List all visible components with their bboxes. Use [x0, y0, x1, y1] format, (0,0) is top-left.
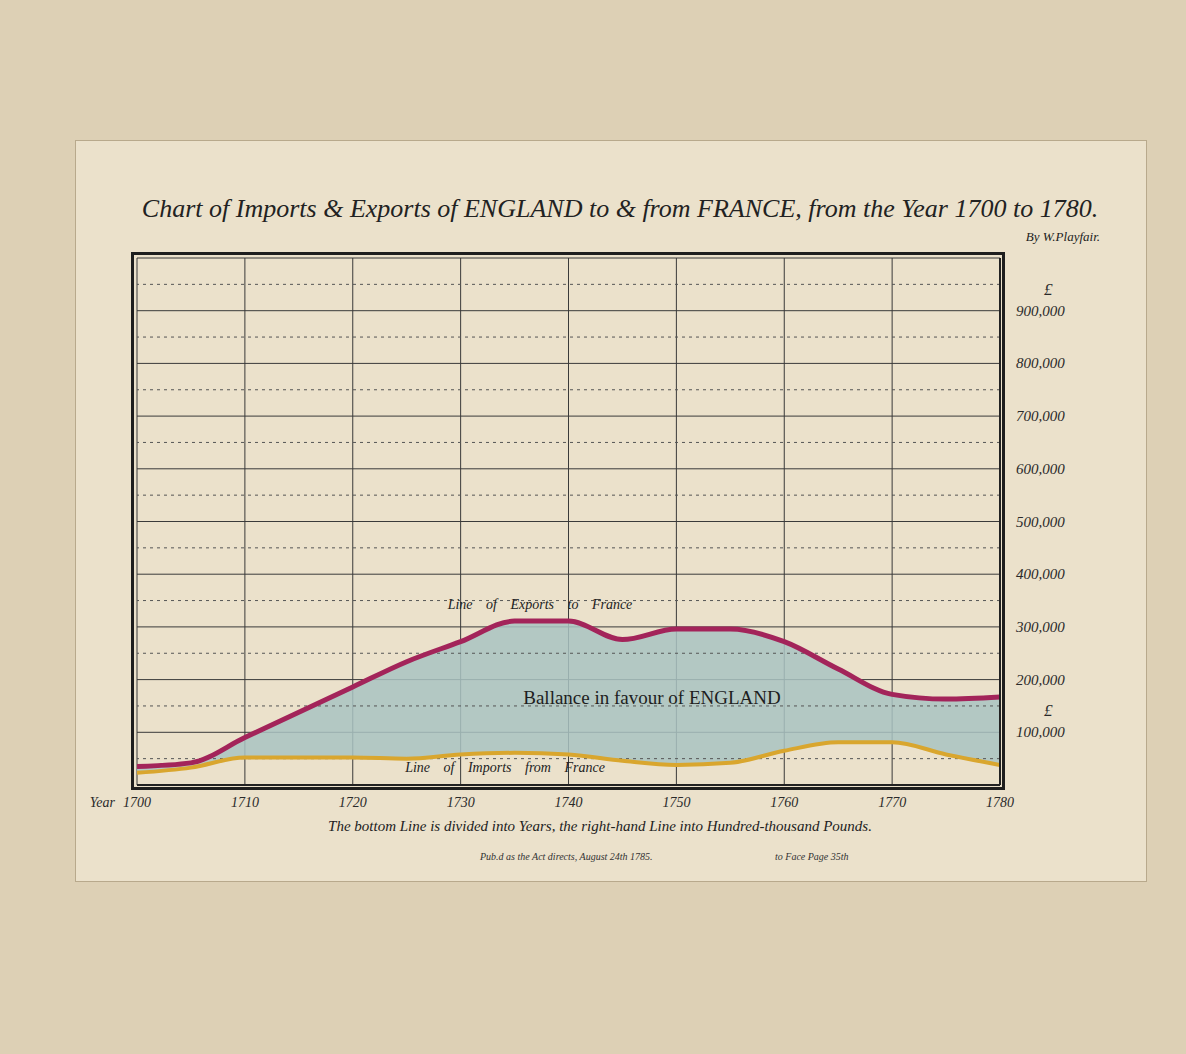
- svg-text:1740: 1740: [555, 795, 583, 810]
- svg-text:1750: 1750: [662, 795, 690, 810]
- svg-text:1700: 1700: [123, 795, 151, 810]
- svg-text:900,000: 900,000: [1016, 303, 1065, 319]
- svg-text:1720: 1720: [339, 795, 367, 810]
- svg-text:1770: 1770: [878, 795, 906, 810]
- svg-text:Year: Year: [90, 795, 116, 810]
- svg-text:500,000: 500,000: [1016, 514, 1065, 530]
- html-text:Line of Imports from France: Line of Imports from France: [405, 760, 605, 775]
- svg-text:800,000: 800,000: [1016, 355, 1065, 371]
- svg-text:£: £: [1044, 701, 1053, 720]
- svg-text:1710: 1710: [231, 795, 259, 810]
- html-text:The bottom Line is divided int: The bottom Line is divided into Years, t…: [328, 818, 872, 834]
- html-text:By W.Playfair.: By W.Playfair.: [1025, 229, 1100, 244]
- svg-text:1780: 1780: [986, 795, 1014, 810]
- svg-text:600,000: 600,000: [1016, 461, 1065, 477]
- html-text:Ballance in favour of ENGLAND: Ballance in favour of ENGLAND: [523, 687, 781, 708]
- svg-text:400,000: 400,000: [1016, 566, 1065, 582]
- html-text:Pub.d as the Act directs, Augu: Pub.d as the Act directs, August 24th 17…: [480, 851, 653, 862]
- svg-text:100,000: 100,000: [1016, 724, 1065, 740]
- svg-text:1760: 1760: [770, 795, 798, 810]
- svg-text:200,000: 200,000: [1016, 672, 1065, 688]
- html-text:Chart of Imports & Exports of: Chart of Imports & Exports of ENGLAND to…: [141, 194, 1099, 223]
- svg-text:300,000: 300,000: [1015, 619, 1065, 635]
- svg-text:1730: 1730: [447, 795, 475, 810]
- html-text:Line of Exports to France: Line of Exports to France: [447, 597, 633, 612]
- html-text:to Face Page 35th: to Face Page 35th: [775, 851, 849, 862]
- svg-text:700,000: 700,000: [1016, 408, 1065, 424]
- svg-text:£: £: [1044, 280, 1053, 299]
